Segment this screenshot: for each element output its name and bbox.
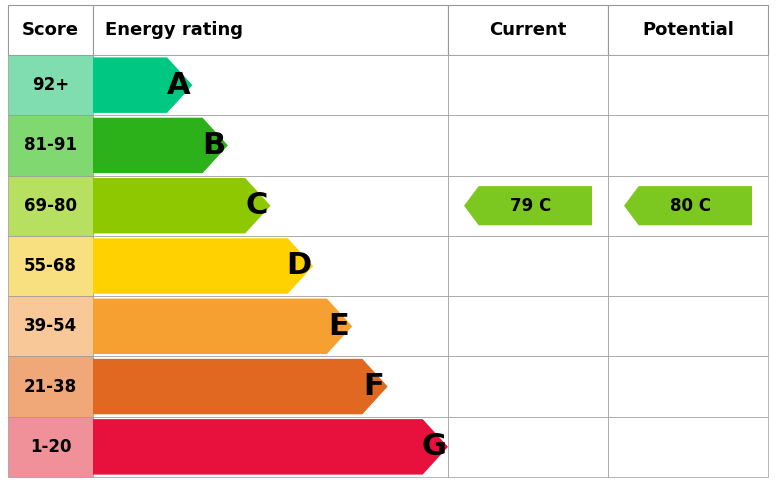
Bar: [448, 417, 608, 477]
Bar: [448, 55, 608, 115]
Bar: [8, 296, 93, 356]
Polygon shape: [93, 57, 192, 113]
Bar: [93, 55, 448, 115]
Polygon shape: [93, 419, 448, 475]
Polygon shape: [93, 118, 228, 173]
Text: 39-54: 39-54: [24, 317, 77, 335]
Polygon shape: [93, 178, 271, 233]
Bar: [8, 55, 93, 115]
Text: F: F: [363, 372, 384, 401]
Text: 55-68: 55-68: [24, 257, 77, 275]
Text: 1-20: 1-20: [29, 438, 71, 456]
Text: 80 C: 80 C: [670, 197, 711, 214]
Bar: [608, 356, 768, 417]
Polygon shape: [464, 186, 592, 225]
Bar: [608, 296, 768, 356]
Bar: [608, 5, 768, 55]
Polygon shape: [93, 238, 313, 294]
Bar: [8, 417, 93, 477]
Bar: [448, 236, 608, 296]
Text: D: D: [286, 252, 312, 281]
Bar: [448, 356, 608, 417]
Bar: [93, 236, 448, 296]
Bar: [608, 55, 768, 115]
Polygon shape: [93, 298, 352, 354]
Bar: [608, 175, 768, 236]
Bar: [608, 417, 768, 477]
Text: G: G: [421, 432, 446, 461]
Text: 92+: 92+: [32, 76, 69, 94]
Text: C: C: [245, 191, 268, 220]
Bar: [608, 115, 768, 175]
Bar: [448, 5, 608, 55]
Text: A: A: [167, 71, 190, 100]
Text: B: B: [203, 131, 226, 160]
Text: E: E: [327, 312, 348, 341]
Polygon shape: [93, 359, 388, 415]
Bar: [93, 356, 448, 417]
Bar: [8, 236, 93, 296]
Bar: [93, 417, 448, 477]
Text: 21-38: 21-38: [24, 377, 77, 396]
Bar: [8, 115, 93, 175]
Bar: [448, 115, 608, 175]
Bar: [93, 175, 448, 236]
Bar: [8, 175, 93, 236]
Text: 69-80: 69-80: [24, 197, 77, 214]
Text: Score: Score: [22, 21, 79, 39]
Bar: [93, 5, 448, 55]
Text: 79 C: 79 C: [510, 197, 551, 214]
Text: Current: Current: [490, 21, 566, 39]
Bar: [448, 175, 608, 236]
Text: Potential: Potential: [642, 21, 734, 39]
Text: 81-91: 81-91: [24, 136, 77, 154]
Bar: [608, 236, 768, 296]
Bar: [93, 296, 448, 356]
Bar: [448, 296, 608, 356]
Bar: [8, 5, 93, 55]
Bar: [8, 356, 93, 417]
Bar: [93, 115, 448, 175]
Text: Energy rating: Energy rating: [105, 21, 243, 39]
Polygon shape: [624, 186, 752, 225]
